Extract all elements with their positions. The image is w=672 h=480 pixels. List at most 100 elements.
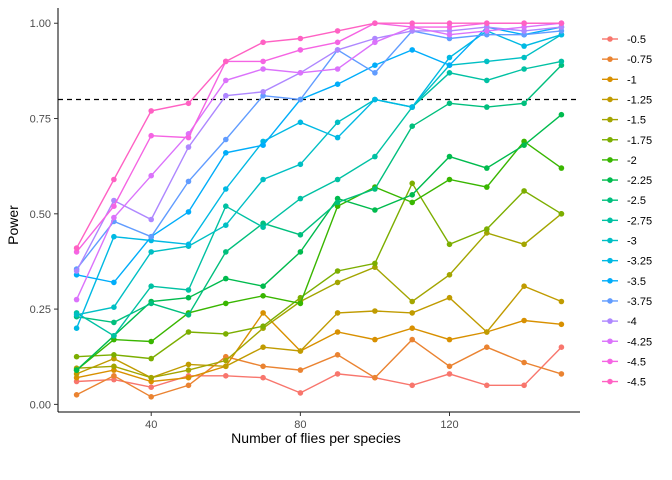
data-point	[223, 363, 229, 370]
legend-key-point	[607, 76, 613, 83]
legend-label: -2.75	[627, 215, 652, 227]
data-point	[148, 384, 154, 391]
data-point	[73, 268, 80, 274]
legend-item: -4	[602, 316, 637, 328]
series-layer	[73, 20, 565, 400]
data-point	[558, 58, 565, 65]
data-point	[260, 363, 266, 370]
data-point	[260, 310, 266, 316]
data-point	[446, 272, 453, 278]
data-point	[334, 279, 341, 286]
data-point	[223, 275, 229, 282]
data-point	[111, 197, 117, 204]
data-point	[260, 66, 266, 72]
data-point	[260, 89, 266, 95]
data-point	[185, 100, 192, 107]
data-point	[297, 119, 304, 126]
data-point	[521, 24, 527, 30]
data-point	[521, 142, 527, 148]
data-point	[111, 279, 117, 286]
series-13	[73, 28, 565, 272]
data-point	[148, 338, 154, 345]
series-12	[73, 24, 565, 286]
series-8	[73, 62, 565, 326]
data-point	[111, 233, 117, 240]
legend-label: -4	[627, 316, 637, 328]
data-point	[521, 188, 527, 194]
data-point	[372, 308, 378, 314]
data-point	[297, 367, 304, 373]
data-point	[558, 20, 565, 27]
data-point	[297, 70, 304, 76]
data-point	[446, 20, 453, 27]
legend-key-point	[607, 278, 613, 284]
legend-label: -4.5	[627, 377, 646, 389]
legend-item: -4.25	[602, 336, 652, 348]
series-5	[73, 180, 565, 362]
data-point	[372, 207, 378, 213]
legend-item: -2.5	[602, 195, 646, 207]
series-line	[76, 311, 562, 383]
series-0	[73, 344, 565, 396]
data-point	[111, 304, 117, 311]
series-14	[73, 24, 565, 274]
data-point	[334, 28, 341, 34]
data-point	[484, 226, 490, 232]
data-point	[446, 371, 453, 377]
legend-key-point	[607, 197, 613, 203]
series-6	[73, 138, 565, 373]
data-point	[185, 287, 192, 293]
data-point	[73, 296, 80, 303]
data-point	[260, 142, 266, 148]
data-point	[372, 96, 378, 103]
data-point	[484, 184, 490, 190]
data-point	[185, 134, 192, 141]
legend-key-point	[607, 237, 613, 244]
legend-label: -3.5	[627, 276, 646, 288]
legend-item: -1.75	[602, 135, 652, 147]
x-tick-label: 40	[145, 419, 157, 431]
legend-key-point	[607, 217, 613, 224]
data-point	[73, 392, 80, 398]
legend-key-point	[607, 116, 613, 123]
data-point	[334, 176, 341, 183]
legend-key-point	[607, 136, 613, 143]
legend-item: -3.5	[602, 276, 646, 288]
data-point	[223, 186, 229, 192]
legend: -0.5 -0.75 -1 -1.25 -1.5 -1.75 -2 -2.25 -2.5 -2.7…	[602, 34, 652, 389]
data-point	[297, 390, 304, 396]
legend-label: -4.5	[627, 356, 646, 368]
legend-label: -1.75	[627, 135, 652, 147]
series-line	[76, 213, 562, 379]
data-point	[334, 134, 341, 141]
data-point	[148, 233, 154, 240]
data-point	[558, 24, 565, 30]
legend-item: -4.5	[602, 377, 646, 389]
legend-key-point	[607, 338, 613, 345]
data-point	[372, 39, 378, 46]
legend-key-point	[607, 56, 613, 62]
series-line	[76, 285, 562, 379]
series-2	[73, 310, 565, 385]
legend-label: -1.5	[627, 115, 646, 127]
data-point	[521, 283, 527, 290]
data-point	[409, 325, 416, 332]
series-line	[76, 114, 562, 371]
y-tick-label: 1.00	[30, 18, 51, 30]
legend-label: -2	[627, 155, 637, 167]
data-point	[223, 300, 229, 307]
series-line	[75, 22, 562, 249]
legend-label: -2.25	[627, 175, 652, 187]
data-point	[111, 373, 117, 379]
series-line	[76, 26, 562, 284]
axes: 0.00 0.25 0.50 0.75 1.00 40 80 120	[30, 8, 580, 431]
series-line	[75, 26, 562, 272]
data-point	[484, 20, 490, 27]
data-point	[334, 39, 341, 46]
legend-item: -2.75	[602, 215, 652, 227]
legend-item: -1.5	[602, 115, 646, 127]
data-point	[558, 344, 565, 351]
data-point	[521, 43, 527, 49]
legend-label: -3.75	[627, 296, 652, 308]
data-point	[148, 216, 154, 223]
